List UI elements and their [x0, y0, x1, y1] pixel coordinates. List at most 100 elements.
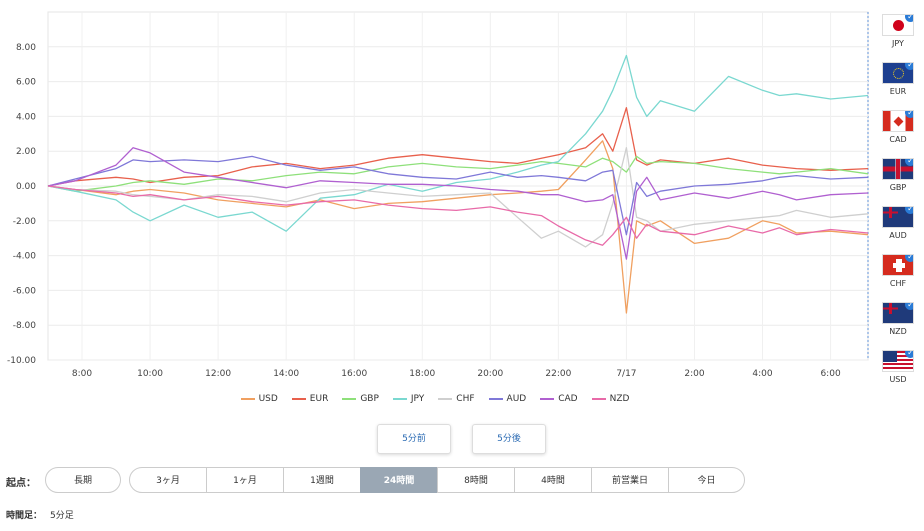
period-long-button[interactable]: 長期	[45, 467, 121, 493]
x-tick-label: 8:00	[72, 369, 92, 379]
usd-flag-icon: ✓	[882, 350, 914, 372]
series-line-jpy	[47, 54, 869, 232]
flag-label: NZD	[889, 327, 907, 336]
legend-label: CHF	[456, 394, 475, 404]
y-tick-label: 0.00	[16, 182, 36, 192]
flag-toggle-aud[interactable]: ✓ AUD	[880, 206, 916, 250]
y-tick-label: 4.00	[16, 112, 36, 122]
legend-swatch	[438, 397, 453, 400]
flag-toggle-gbp[interactable]: ✓ GBP	[880, 158, 916, 202]
flag-emblem	[883, 303, 898, 314]
series-line-cad	[47, 147, 869, 260]
x-tick-label: 7/17	[616, 369, 636, 379]
y-tick-label: -10.00	[7, 356, 36, 366]
flag-label: CAD	[889, 135, 907, 144]
legend-item-eur[interactable]: EUR	[291, 394, 329, 404]
aud-flag-icon: ✓	[882, 206, 914, 228]
series-line-gbp	[47, 155, 869, 192]
period-button-5[interactable]: 8時間	[437, 467, 515, 493]
x-tick-label: 6:00	[820, 369, 840, 379]
checkmark-icon: ✓	[905, 111, 913, 118]
flag-emblem	[893, 68, 904, 79]
y-tick-label: -8.00	[13, 321, 37, 331]
base-label: 起点：	[6, 478, 36, 489]
flag-toggle-jpy[interactable]: ✓ JPY	[880, 14, 916, 58]
checkmark-icon: ✓	[905, 63, 913, 70]
chf-flag-icon: ✓	[882, 254, 914, 276]
period-button-8[interactable]: 今日	[668, 467, 745, 493]
legend-label: JPY	[410, 394, 425, 404]
series-line-usd	[47, 140, 869, 314]
flag-toggle-cad[interactable]: ✓ CAD	[880, 110, 916, 154]
timeframe-label: 時間足：	[6, 511, 43, 521]
currency-flag-panel: ✓ JPY ✓ EUR ✓ CAD ✓ GBP ✓ AUD ✓ CHF ✓ NZD ✓ USD	[872, 0, 924, 390]
period-button-3[interactable]: 1週間	[283, 467, 361, 493]
timeframe-info: 時間足： 5分足	[6, 508, 74, 521]
flag-emblem	[883, 351, 897, 362]
legend-label: GBP	[360, 394, 379, 404]
y-tick-label: -2.00	[13, 217, 37, 227]
legend-label: EUR	[309, 394, 329, 404]
nzd-flag-icon: ✓	[882, 302, 914, 324]
flag-emblem	[893, 20, 904, 31]
eur-flag-icon: ✓	[882, 62, 914, 84]
flag-label: CHF	[889, 279, 907, 288]
y-tick-label: 6.00	[16, 78, 36, 88]
cross-bar	[893, 263, 905, 268]
flag-label: GBP	[889, 183, 907, 192]
x-tick-label: 12:00	[205, 369, 231, 379]
flag-emblem	[883, 207, 898, 218]
flag-label: EUR	[889, 87, 907, 96]
checkmark-icon: ✓	[905, 15, 913, 22]
period-button-7[interactable]: 前営業日	[591, 467, 669, 493]
legend-label: USD	[258, 394, 278, 404]
legend-swatch	[392, 397, 407, 400]
legend-item-gbp[interactable]: GBP	[342, 394, 379, 404]
flag-toggle-eur[interactable]: ✓ EUR	[880, 62, 916, 106]
series-line-aud	[47, 155, 869, 236]
gbp-flag-icon: ✓	[882, 158, 914, 180]
legend-label: CAD	[558, 394, 578, 404]
legend-item-aud[interactable]: AUD	[488, 394, 526, 404]
checkmark-icon: ✓	[905, 255, 913, 262]
prev-5min-button[interactable]: 5分前	[377, 424, 451, 454]
x-tick-label: 22:00	[545, 369, 571, 379]
flag-toggle-nzd[interactable]: ✓ NZD	[880, 302, 916, 346]
legend-swatch	[591, 397, 606, 400]
legend-swatch	[342, 397, 357, 400]
jpy-flag-icon: ✓	[882, 14, 914, 36]
series-line-nzd	[47, 185, 869, 246]
series-line-eur	[47, 107, 869, 187]
legend-item-usd[interactable]: USD	[240, 394, 278, 404]
period-button-1[interactable]: 3ヶ月	[129, 467, 207, 493]
y-tick-label: -6.00	[13, 286, 37, 296]
flag-label: AUD	[889, 231, 907, 240]
legend-swatch	[291, 397, 306, 400]
next-5min-button[interactable]: 5分後	[472, 424, 546, 454]
chart-legend: USD EUR GBP JPY CHF AUD CAD NZD	[0, 394, 870, 404]
x-tick-label: 16:00	[341, 369, 367, 379]
timeframe-value: 5分足	[50, 511, 74, 521]
checkmark-icon: ✓	[905, 159, 913, 166]
flag-toggle-usd[interactable]: ✓ USD	[880, 350, 916, 394]
legend-label: NZD	[609, 394, 630, 404]
period-button-2[interactable]: 1ヶ月	[206, 467, 284, 493]
checkmark-icon: ✓	[905, 303, 913, 310]
x-tick-label: 18:00	[409, 369, 435, 379]
line-chart: 8.00 6.00 4.00 2.00 0.00 -2.00 -4.00 -6.00 -8.00…	[7, 11, 869, 379]
cad-flag-icon: ✓	[882, 110, 914, 132]
checkmark-icon: ✓	[905, 351, 913, 358]
legend-item-nzd[interactable]: NZD	[591, 394, 630, 404]
y-tick-label: 8.00	[16, 43, 36, 53]
legend-item-cad[interactable]: CAD	[540, 394, 578, 404]
flag-label: JPY	[892, 39, 904, 48]
x-tick-label: 4:00	[752, 369, 772, 379]
flag-toggle-chf[interactable]: ✓ CHF	[880, 254, 916, 298]
legend-item-chf[interactable]: CHF	[438, 394, 475, 404]
checkmark-icon: ✓	[905, 207, 913, 214]
period-button-6[interactable]: 4時間	[514, 467, 592, 493]
flag-emblem	[893, 116, 904, 127]
legend-item-jpy[interactable]: JPY	[392, 394, 425, 404]
period-button-4[interactable]: 24時間	[360, 467, 438, 493]
legend-swatch	[488, 397, 503, 400]
